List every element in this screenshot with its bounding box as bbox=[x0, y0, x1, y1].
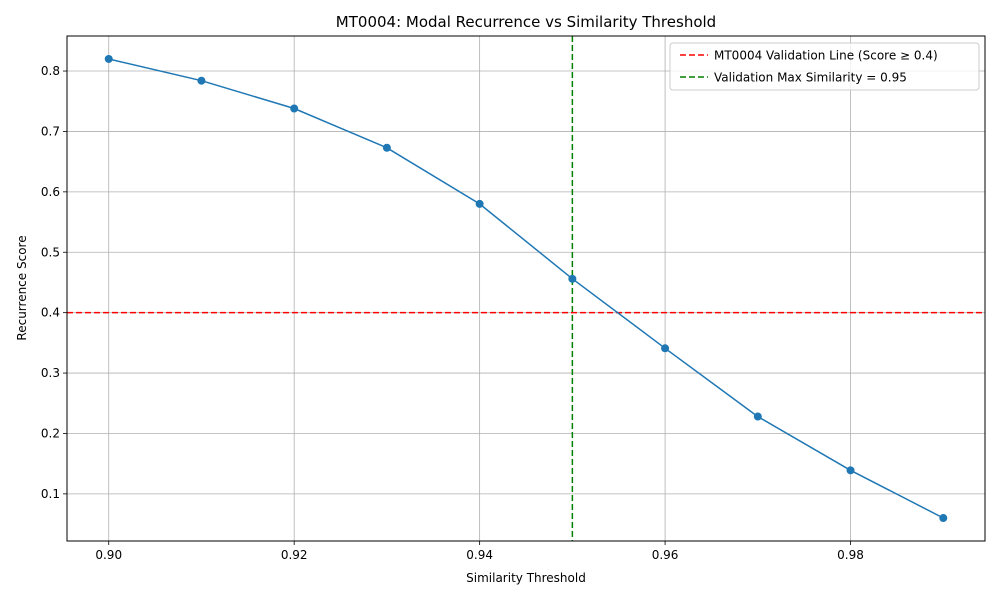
x-axis-label: Similarity Threshold bbox=[466, 571, 586, 585]
data-point bbox=[661, 344, 670, 353]
y-tick-label: 0.5 bbox=[41, 245, 60, 259]
legend-label-max-similarity: Validation Max Similarity = 0.95 bbox=[714, 71, 907, 85]
y-tick-label: 0.2 bbox=[41, 426, 60, 440]
data-point bbox=[753, 412, 762, 421]
series-line bbox=[108, 58, 944, 519]
data-point bbox=[568, 274, 577, 283]
data-point bbox=[939, 514, 948, 523]
y-tick-label: 0.8 bbox=[41, 64, 60, 78]
plot-frame bbox=[66, 35, 986, 542]
x-tick-label: 0.96 bbox=[652, 548, 679, 562]
y-axis-label: Recurrence Score bbox=[15, 235, 29, 340]
y-tick-label: 0.7 bbox=[41, 124, 60, 138]
x-tick-label: 0.94 bbox=[466, 548, 493, 562]
x-tick-label: 0.90 bbox=[95, 548, 122, 562]
legend-label-validation-line: MT0004 Validation Line (Score ≥ 0.4) bbox=[714, 49, 938, 63]
x-tick-label: 0.92 bbox=[281, 548, 308, 562]
y-tick-label: 0.6 bbox=[41, 185, 60, 199]
data-point bbox=[475, 199, 484, 208]
legend: MT0004 Validation Line (Score ≥ 0.4) Val… bbox=[669, 42, 980, 91]
series bbox=[104, 54, 948, 523]
y-tick-label: 0.3 bbox=[41, 366, 60, 380]
x-tick-label: 0.98 bbox=[837, 548, 864, 562]
y-axis-ticks: 0.1 0.2 0.3 0.4 0.5 0.6 0.7 0.8 bbox=[41, 64, 67, 501]
data-point bbox=[290, 104, 299, 113]
data-point bbox=[382, 143, 391, 152]
data-point bbox=[104, 54, 113, 63]
y-tick-label: 0.4 bbox=[41, 306, 60, 320]
reference-lines bbox=[67, 36, 985, 541]
legend-box bbox=[669, 42, 980, 91]
data-point bbox=[197, 76, 206, 85]
chart-title: MT0004: Modal Recurrence vs Similarity T… bbox=[336, 13, 716, 31]
y-tick-label: 0.1 bbox=[41, 487, 60, 501]
data-point bbox=[846, 466, 855, 475]
x-axis-ticks: 0.90 0.92 0.94 0.96 0.98 bbox=[95, 541, 864, 562]
